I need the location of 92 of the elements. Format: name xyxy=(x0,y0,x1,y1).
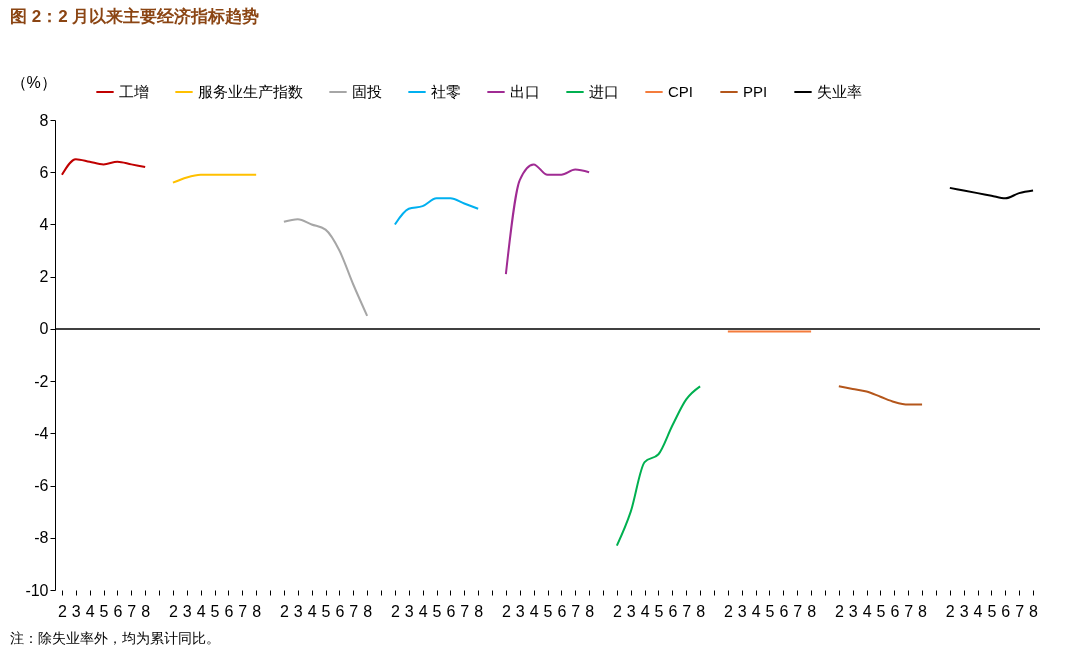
x-tick-label: 7 xyxy=(460,602,470,620)
x-tick-label: 8 xyxy=(1029,602,1039,620)
x-tick-label: 6 xyxy=(779,602,789,620)
x-tick-label: 6 xyxy=(890,602,900,620)
legend-label: 失业率 xyxy=(817,83,862,100)
x-tick-label: 7 xyxy=(793,602,803,620)
y-tick-label: 0 xyxy=(39,320,49,338)
x-tick-label: 2 xyxy=(501,602,511,620)
x-tick-label: 3 xyxy=(71,602,81,620)
x-tick-label: 4 xyxy=(640,602,650,620)
x-tick-label: 4 xyxy=(973,602,983,620)
y-tick-label: -4 xyxy=(34,424,49,442)
x-tick-label: 3 xyxy=(182,602,192,620)
x-tick-label: 6 xyxy=(668,602,678,620)
x-tick-label: 2 xyxy=(279,602,289,620)
x-tick-label: 8 xyxy=(918,602,928,620)
x-tick-label: 3 xyxy=(848,602,858,620)
y-axis-title: （%） xyxy=(10,73,57,91)
legend-label: CPI xyxy=(668,83,694,100)
y-tick-label: -6 xyxy=(34,477,49,495)
x-tick-label: 3 xyxy=(737,602,747,620)
x-tick-label: 3 xyxy=(293,602,303,620)
chart-title: 图 2：2 月以来主要经济指标趋势 xyxy=(10,7,260,26)
x-tick-label: 4 xyxy=(418,602,428,620)
x-tick-label: 4 xyxy=(751,602,761,620)
x-tick-label: 7 xyxy=(238,602,248,620)
x-tick-label: 6 xyxy=(557,602,567,620)
x-tick-label: 6 xyxy=(1001,602,1011,620)
x-tick-label: 5 xyxy=(321,602,331,620)
x-tick-label: 2 xyxy=(945,602,955,620)
x-tick-label: 2 xyxy=(612,602,622,620)
x-tick-label: 7 xyxy=(349,602,359,620)
legend-label: 固投 xyxy=(352,83,382,100)
y-tick-label: -10 xyxy=(25,581,49,599)
line-series xyxy=(615,385,702,547)
y-tick-label: -8 xyxy=(34,529,49,547)
x-tick-label: 3 xyxy=(626,602,636,620)
line-series xyxy=(393,197,480,226)
x-tick-label: 8 xyxy=(807,602,817,620)
x-tick-label: 5 xyxy=(432,602,442,620)
x-tick-label: 2 xyxy=(168,602,178,620)
x-tick-label: 8 xyxy=(252,602,262,620)
x-tick-label: 4 xyxy=(196,602,206,620)
x-tick-label: 2 xyxy=(57,602,67,620)
legend-label: 服务业生产指数 xyxy=(198,83,303,100)
x-tick-label: 4 xyxy=(85,602,95,620)
legend-label: PPI xyxy=(743,83,768,100)
x-tick-label: 5 xyxy=(654,602,664,620)
y-tick-label: 6 xyxy=(39,163,49,181)
y-tick-label: 8 xyxy=(39,111,49,129)
x-tick-label: 4 xyxy=(307,602,317,620)
x-tick-label: 3 xyxy=(404,602,414,620)
legend-label: 出口 xyxy=(510,83,540,100)
x-tick-label: 5 xyxy=(99,602,109,620)
x-tick-label: 8 xyxy=(585,602,595,620)
line-series xyxy=(60,158,147,176)
x-tick-label: 8 xyxy=(363,602,373,620)
x-tick-label: 2 xyxy=(834,602,844,620)
x-tick-label: 8 xyxy=(474,602,484,620)
x-tick-label: 4 xyxy=(529,602,539,620)
x-tick-label: 8 xyxy=(141,602,151,620)
legend-label: 进口 xyxy=(589,83,619,100)
x-tick-label: 5 xyxy=(876,602,886,620)
legend-label: 工增 xyxy=(119,83,149,100)
x-tick-label: 7 xyxy=(682,602,692,620)
x-tick-label: 6 xyxy=(113,602,123,620)
x-tick-label: 7 xyxy=(904,602,914,620)
x-tick-label: 6 xyxy=(446,602,456,620)
x-tick-label: 5 xyxy=(987,602,997,620)
x-tick-label: 2 xyxy=(723,602,733,620)
x-tick-label: 3 xyxy=(959,602,969,620)
x-tick-label: 5 xyxy=(543,602,553,620)
x-tick-label: 3 xyxy=(515,602,525,620)
line-series xyxy=(282,218,369,317)
x-tick-label: 5 xyxy=(210,602,220,620)
x-tick-label: 4 xyxy=(862,602,872,620)
text: 注：除失业率外，均为累计同比。 xyxy=(10,630,220,646)
x-tick-label: 7 xyxy=(571,602,581,620)
x-tick-label: 7 xyxy=(1015,602,1025,620)
x-tick-label: 8 xyxy=(696,602,706,620)
legend-label: 社零 xyxy=(431,83,461,100)
line-series xyxy=(948,186,1035,200)
x-tick-label: 5 xyxy=(765,602,775,620)
x-tick-label: 2 xyxy=(390,602,400,620)
x-tick-label: 7 xyxy=(127,602,137,620)
x-tick-label: 6 xyxy=(224,602,234,620)
line-series xyxy=(504,163,591,276)
x-tick-label: 6 xyxy=(335,602,345,620)
y-tick-label: 4 xyxy=(39,215,49,233)
y-tick-label: 2 xyxy=(39,268,49,286)
y-tick-label: -2 xyxy=(34,372,49,390)
line-series xyxy=(837,385,924,406)
